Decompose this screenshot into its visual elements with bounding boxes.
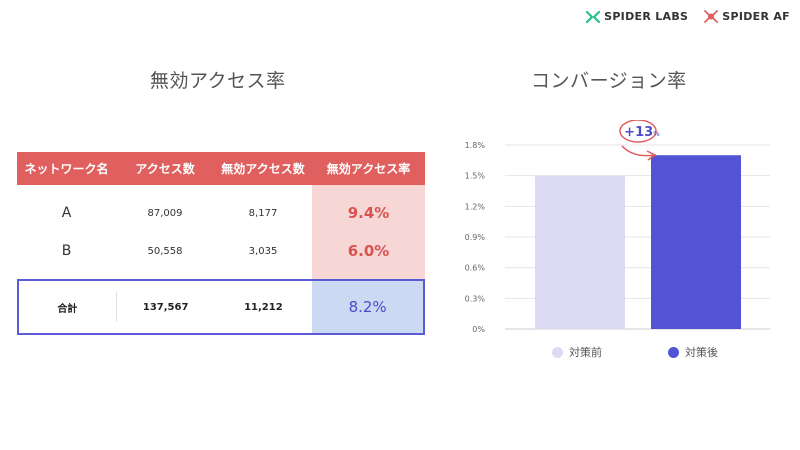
annotation-text: +13% <box>624 125 660 140</box>
spider-labs-logo: SPIDER LABS <box>586 10 688 23</box>
bar-after <box>651 155 741 329</box>
row-rate: 9.4% <box>312 194 425 232</box>
legend-after-label: 対策後 <box>685 346 718 359</box>
annotation-suffix: % <box>653 130 660 138</box>
annotation-arrow <box>621 145 656 157</box>
row-invalid: 3,035 <box>248 245 278 257</box>
y-tick-label: 1.8% <box>465 141 486 150</box>
header-access: アクセス数 <box>135 162 195 176</box>
table-row: A 87,009 8,177 9.4% <box>17 194 425 232</box>
total-access: 137,567 <box>142 301 189 313</box>
table-row: B 50,558 3,035 6.0% <box>17 232 425 270</box>
conversion-rate-title: コンバージョン率 <box>531 70 687 92</box>
header-rate: 無効アクセス率 <box>326 162 411 176</box>
y-tick-label: 0% <box>472 325 485 334</box>
spider-af-logo: SPIDER AF <box>704 10 790 23</box>
y-tick-label: 0.3% <box>465 294 486 303</box>
spider-labs-icon <box>586 10 601 23</box>
total-rate: 8.2% <box>312 281 423 333</box>
row-access: 50,558 <box>147 245 183 257</box>
spider-labs-text: SPIDER LABS <box>604 10 689 23</box>
row-access: 87,009 <box>147 207 183 219</box>
legend-before-dot <box>552 346 563 358</box>
invalid-access-table: ネットワーク名 アクセス数 無効アクセス数 無効アクセス率 A 87,009 8… <box>17 152 425 335</box>
legend-before: 対策前 <box>552 344 602 360</box>
annotation-arrowhead <box>646 150 657 161</box>
header-invalid: 無効アクセス数 <box>221 162 305 176</box>
logo-bar: SPIDER LABS SPIDER AF <box>586 10 790 23</box>
legend-after-dot <box>668 346 679 358</box>
table-header: ネットワーク名 アクセス数 無効アクセス数 無効アクセス率 <box>17 152 425 185</box>
invalid-access-rate-title: 無効アクセス率 <box>150 70 286 92</box>
header-network: ネットワーク名 <box>24 162 109 176</box>
total-invalid: 11,212 <box>244 301 283 313</box>
row-network: A <box>61 205 72 221</box>
legend-after: 対策後 <box>668 344 718 360</box>
spider-af-text: SPIDER AF <box>722 10 790 23</box>
bar-before <box>535 175 625 329</box>
row-rate: 6.0% <box>312 232 425 270</box>
conversion-rate-chart: 0% 0.3% 0.6% 0.9% 1.2% 1.5% 1.8% +13% <box>465 120 770 334</box>
y-tick-label: 0.9% <box>465 233 486 242</box>
spider-af-icon <box>704 10 719 23</box>
annotation-circle <box>619 120 657 143</box>
legend-before-label: 対策前 <box>569 346 602 359</box>
y-tick-label: 1.2% <box>465 202 486 211</box>
total-row: 合計 137,567 11,212 8.2% <box>17 279 425 335</box>
row-invalid: 8,177 <box>248 207 278 219</box>
y-tick-label: 1.5% <box>465 172 486 181</box>
y-tick-label: 0.6% <box>465 264 486 273</box>
row-network: B <box>61 243 72 259</box>
total-label: 合計 <box>19 292 117 322</box>
